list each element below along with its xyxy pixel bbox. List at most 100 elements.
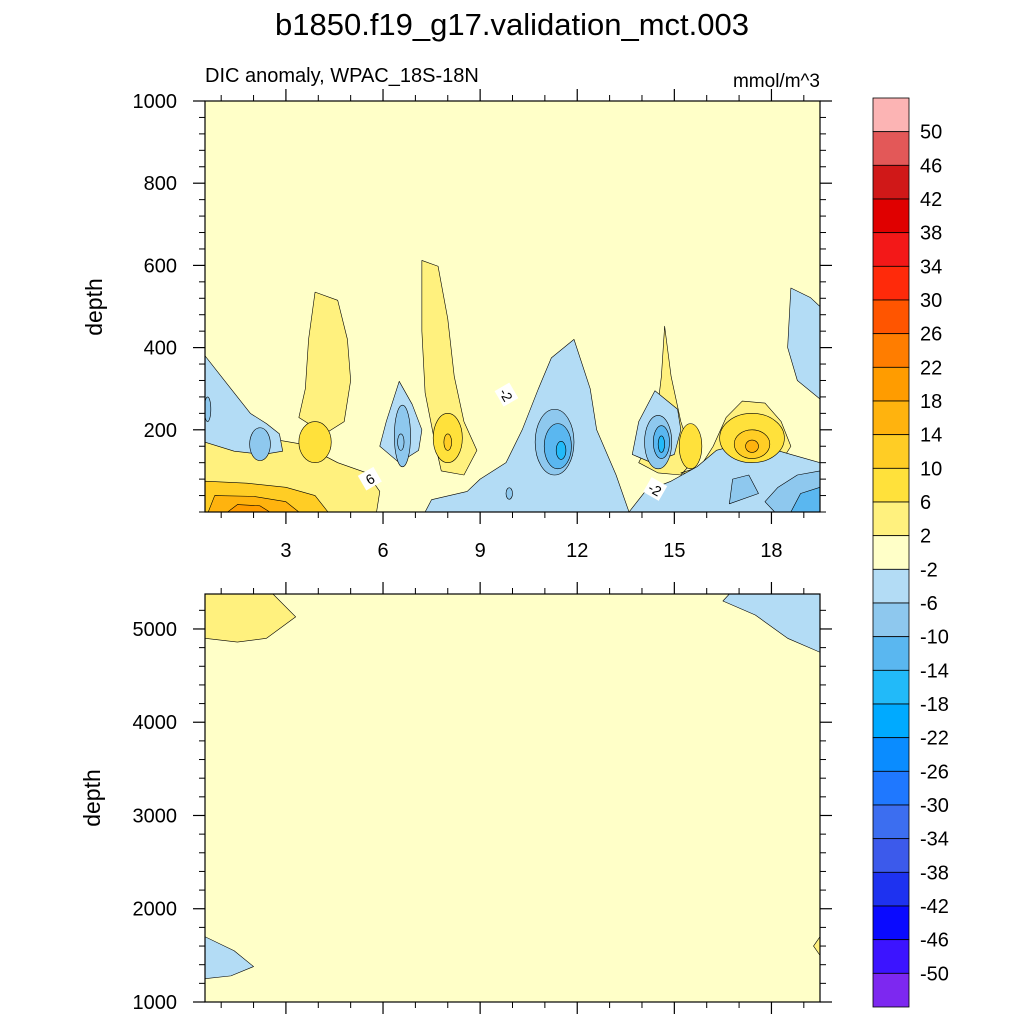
x-tick-label: 9: [475, 540, 486, 562]
colorbar-swatch: [872, 434, 910, 469]
colorbar-label: -38: [920, 862, 949, 884]
colorbar-label: -34: [920, 829, 949, 851]
chart-title: b1850.f19_g17.validation_mct.003: [275, 7, 749, 42]
colorbar-swatch: [872, 602, 910, 638]
colorbar-label: -30: [920, 795, 949, 817]
colorbar: 50 46 42 38 34 30 26 22 18 14 10 6 2 -2 -6 -10 -14 -18 -22…: [872, 97, 949, 1008]
contour-region: [397, 433, 405, 451]
colorbar-swatch: [872, 97, 910, 133]
colorbar-swatch: [872, 535, 910, 570]
colorbar-swatch: [872, 333, 910, 368]
colorbar-label: 18: [920, 391, 942, 413]
contour-region: [787, 287, 820, 400]
contour-region: [657, 435, 665, 453]
colorbar-label: 30: [920, 290, 942, 312]
colorbar-swatch: [872, 838, 910, 873]
colorbar-swatch: [872, 804, 910, 840]
x-tick-label: 18: [760, 540, 782, 562]
colorbar-label: 38: [920, 223, 942, 245]
colorbar-swatch: [872, 669, 910, 705]
colorbar-swatch: [872, 939, 910, 974]
colorbar-label: -42: [920, 896, 949, 918]
y-tick-label: 200: [144, 420, 177, 442]
lower-y-axis-label: depth: [79, 769, 105, 827]
y-tick-label: 1000: [133, 992, 178, 1014]
panel-subtitle-left: DIC anomaly, WPAC_18S-18N: [205, 65, 479, 87]
x-tick-label: 15: [663, 540, 685, 562]
contour-region: [227, 504, 271, 512]
colorbar-swatch: [872, 770, 910, 806]
lower-panel: 1000 2000 3000 4000 5000: [133, 582, 832, 1014]
colorbar-label: 42: [920, 189, 942, 211]
colorbar-swatch: [872, 400, 910, 436]
y-tick-label: 5000: [133, 619, 178, 641]
contour-region: [205, 936, 254, 979]
y-tick-label: 3000: [133, 805, 178, 827]
colorbar-label: 46: [920, 155, 942, 177]
colorbar-swatch: [872, 568, 910, 604]
colorbar-swatch: [872, 703, 910, 739]
colorbar-label: -46: [920, 930, 949, 952]
colorbar-swatch: [872, 467, 910, 503]
colorbar-label: 22: [920, 357, 942, 379]
colorbar-label: 2: [920, 526, 931, 548]
colorbar-swatch: [872, 299, 910, 335]
colorbar-swatch: [872, 366, 910, 402]
contour-region: [790, 487, 820, 512]
x-tick-label: 3: [280, 540, 291, 562]
contour-region: [205, 594, 296, 643]
contour-region: [205, 396, 212, 422]
y-tick-label: 2000: [133, 899, 178, 921]
colorbar-label: -6: [920, 593, 938, 615]
colorbar-swatch: [872, 198, 910, 234]
colorbar-label: 10: [920, 458, 942, 480]
y-tick-label: 800: [144, 173, 177, 195]
colorbar-label: -50: [920, 963, 949, 985]
colorbar-label: 50: [920, 122, 942, 144]
contour-region: [555, 441, 567, 460]
contour-region: [249, 427, 271, 461]
contour-region: [678, 423, 703, 470]
colorbar-label: 34: [920, 256, 942, 278]
contour-region: [207, 495, 300, 512]
contour-region: [745, 439, 759, 453]
y-tick-label: 4000: [133, 712, 178, 734]
colorbar-swatch: [872, 232, 910, 267]
colorbar-label: -10: [920, 627, 949, 649]
upper-y-axis-label: depth: [81, 278, 107, 336]
contour-region: [298, 421, 332, 463]
panel-units: mmol/m^3: [733, 71, 820, 92]
contour-region: [424, 339, 630, 512]
colorbar-label: 6: [920, 492, 931, 514]
colorbar-swatch: [872, 501, 910, 537]
y-tick-label: 600: [144, 255, 177, 277]
contour-background: [205, 594, 820, 1002]
colorbar-swatch: [872, 131, 910, 166]
colorbar-swatch: [872, 737, 910, 772]
colorbar-label: -26: [920, 761, 949, 783]
contour-region: [729, 474, 759, 505]
colorbar-label: 26: [920, 324, 942, 346]
contour-region: [298, 291, 351, 435]
colorbar-label: -18: [920, 694, 949, 716]
colorbar-label: -14: [920, 660, 949, 682]
colorbar-label: -2: [920, 559, 938, 581]
contour-region: [443, 433, 452, 451]
colorbar-label: 14: [920, 425, 942, 447]
colorbar-swatch: [872, 905, 910, 941]
contour-region: [505, 487, 513, 500]
y-tick-label: 1000: [133, 91, 178, 113]
colorbar-swatch: [872, 265, 910, 301]
colorbar-swatch: [872, 871, 910, 907]
colorbar-swatch: [872, 972, 910, 1008]
colorbar-swatch: [872, 636, 910, 671]
colorbar-label: -22: [920, 728, 949, 750]
contour-region: [421, 260, 478, 476]
x-tick-label: 12: [566, 540, 588, 562]
y-tick-label: 400: [144, 338, 177, 360]
contour-region: [722, 594, 820, 653]
contour-region: [813, 936, 820, 956]
colorbar-swatch: [872, 164, 910, 200]
